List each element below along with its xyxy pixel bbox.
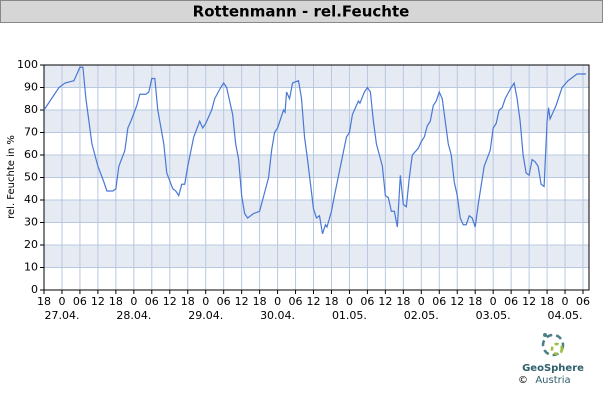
grid-band [44,110,589,133]
x-date-label: 01.05. [332,309,367,322]
y-tick-label: 80 [24,103,38,116]
x-tick-label: 12 [235,295,249,308]
grid-band [44,65,589,88]
x-tick-label: 12 [450,295,464,308]
y-tick-label: 0 [31,283,38,296]
x-tick-label: 12 [163,295,177,308]
x-tick-label: 06 [289,295,303,308]
x-tick-label: 0 [490,295,497,308]
x-tick-label: 06 [576,295,590,308]
x-tick-label: 18 [253,295,267,308]
x-tick-label: 06 [73,295,87,308]
x-tick-label: 0 [562,295,569,308]
x-tick-label: 0 [58,295,65,308]
x-tick-label: 06 [360,295,374,308]
x-date-label: 28.04. [116,309,151,322]
x-tick-label: 0 [418,295,425,308]
x-tick-label: 18 [540,295,554,308]
y-tick-label: 20 [24,238,38,251]
x-tick-label: 18 [468,295,482,308]
x-tick-label: 12 [378,295,392,308]
brand: GeoSphere [522,363,584,374]
grid-band [44,155,589,178]
x-tick-label: 06 [432,295,446,308]
data-line [43,66,587,234]
x-tick-label: 06 [504,295,518,308]
x-tick-label: 18 [181,295,195,308]
y-tick-label: 40 [24,193,38,206]
logo [541,333,565,357]
x-tick-label: 0 [274,295,281,308]
x-date-label: 30.04. [260,309,295,322]
x-tick-label: 12 [522,295,536,308]
y-tick-label: 10 [24,261,38,274]
x-date-label: 04.05. [548,309,583,322]
x-date-label: 02.05. [404,309,439,322]
x-date-label: 27.04. [44,309,79,322]
x-date-label: 03.05. [476,309,511,322]
y-tick-label: 50 [24,171,38,184]
copyright: © [518,375,528,386]
y-tick-label: 90 [24,81,38,94]
x-tick-label: 18 [109,295,123,308]
chart-title: Rottenmann - rel.Feuchte [193,3,410,21]
y-axis-label: rel. Feuchte in % [6,135,17,219]
grid-band [44,245,589,268]
x-tick-label: 06 [145,295,159,308]
grid-band [44,200,589,223]
y-tick-label: 100 [17,58,38,71]
x-tick-label: 0 [202,295,209,308]
x-tick-label: 0 [130,295,137,308]
x-tick-label: 0 [346,295,353,308]
x-tick-label: 18 [396,295,410,308]
x-tick-label: 06 [217,295,231,308]
x-tick-label: 12 [307,295,321,308]
y-tick-label: 30 [24,216,38,229]
y-tick-label: 70 [24,126,38,139]
x-tick-label: 18 [37,295,51,308]
x-tick-label: 12 [91,295,105,308]
x-tick-label: 18 [324,295,338,308]
x-date-label: 29.04. [188,309,223,322]
plot-frame [43,64,590,291]
brand-sub: Austria [535,375,570,386]
y-tick-label: 60 [24,148,38,161]
